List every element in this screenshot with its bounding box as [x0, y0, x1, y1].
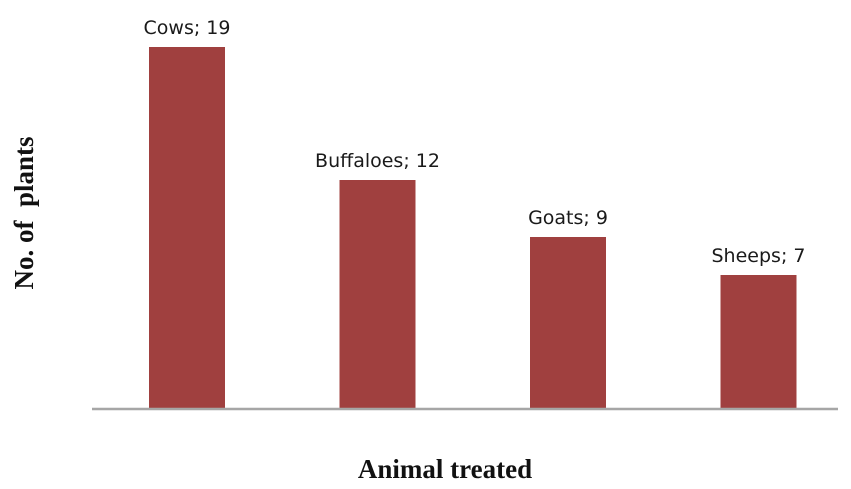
data-label-cows: Cows; 19	[144, 17, 231, 39]
data-label-sheeps: Sheeps; 7	[712, 245, 806, 267]
x-axis-title: Animal treated	[358, 454, 532, 484]
bar-sheeps	[720, 275, 797, 408]
bar-cows	[149, 47, 225, 408]
data-label-goats: Goats; 9	[528, 207, 608, 229]
data-label-buffaloes: Buffaloes; 12	[315, 150, 440, 172]
data-labels-group: Cows; 19 Buffaloes; 12 Goats; 9 Sheeps; 7	[144, 17, 806, 267]
bars-group	[149, 47, 797, 408]
y-axis-title: No. of plants	[9, 136, 39, 289]
bar-buffaloes	[339, 180, 416, 408]
bar-goats	[530, 237, 606, 408]
